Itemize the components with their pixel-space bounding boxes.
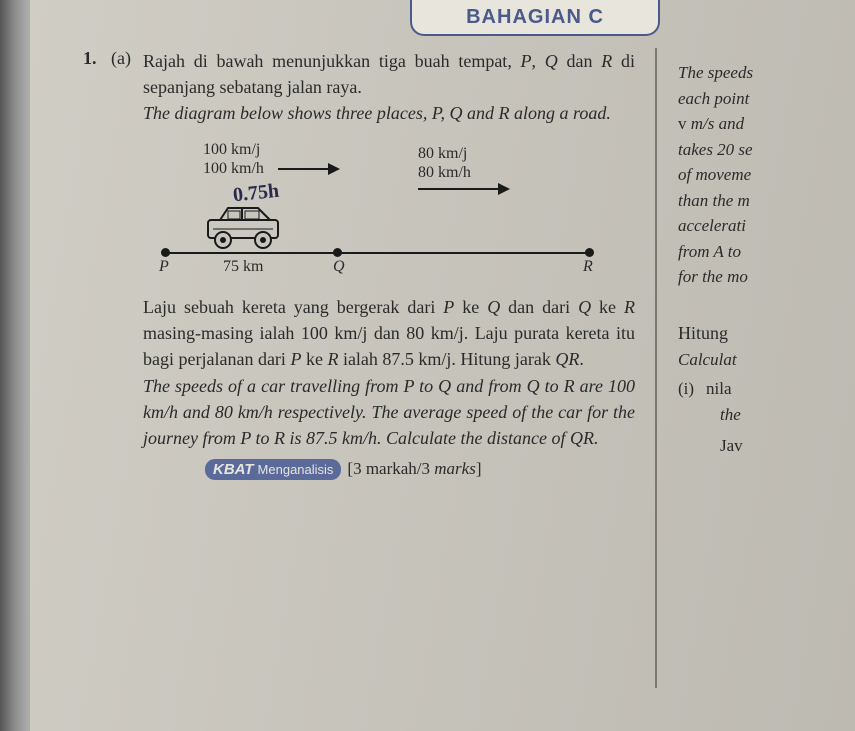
distance-pq: 75 km — [223, 258, 263, 276]
speed1-en: 100 km/h — [203, 159, 264, 178]
main-column: 1. (a) Rajah di bawah menunjukkan tiga b… — [85, 48, 635, 480]
rline: of moveme — [678, 162, 855, 188]
nila: nila — [706, 376, 732, 402]
arrow-1 — [278, 168, 338, 170]
the: the — [720, 402, 855, 428]
road-diagram: 100 km/j 100 km/h 80 km/j 80 km/h 0.75h — [143, 140, 603, 280]
point-q-dot — [333, 248, 342, 257]
label-r: R — [583, 258, 593, 276]
page: BAHAGIAN C 1. (a) Rajah di bawah menunju… — [30, 0, 855, 731]
question-text-en-2: The speeds of a car travelling from P to… — [143, 373, 635, 451]
rline: each point — [678, 86, 855, 112]
question-text-ms-1: Rajah di bawah menunjukkan tiga buah tem… — [143, 48, 635, 100]
sub-i: (i) — [678, 376, 694, 402]
rline: for the mo — [678, 264, 855, 290]
speed2-ms: 80 km/j — [418, 144, 471, 163]
rline: accelerati — [678, 213, 855, 239]
speed2-en: 80 km/h — [418, 163, 471, 182]
kbat-badge: KBAT Menganalisis — [205, 459, 341, 480]
arrow-2 — [418, 188, 508, 190]
right-cut-text: The speeds each point v m/s and takes 20… — [678, 60, 855, 290]
label-q: Q — [333, 258, 345, 276]
speed-label-1: 100 km/j 100 km/h — [203, 140, 264, 178]
right-column: The speeds each point v m/s and takes 20… — [678, 60, 855, 459]
point-r-dot — [585, 248, 594, 257]
column-divider — [655, 48, 657, 688]
point-p-dot — [161, 248, 170, 257]
rline: from A to — [678, 239, 855, 265]
kbat-label: KBAT — [213, 461, 254, 478]
speed1-ms: 100 km/j — [203, 140, 264, 159]
calculat: Calculat — [678, 347, 855, 373]
rline: The speeds — [678, 60, 855, 86]
jaw: Jav — [720, 433, 855, 459]
question-text-ms-2: Laju sebuah kereta yang bergerak dari P … — [143, 294, 635, 372]
label-p: P — [159, 258, 169, 276]
right-list: Hitung Calculat (i) nila the Jav — [678, 320, 855, 459]
kbat-row: KBAT Menganalisis [3 markah/3 marks] — [205, 459, 635, 480]
car-icon — [198, 202, 288, 250]
rline: takes 20 se — [678, 137, 855, 163]
rline: v m/s and — [678, 111, 855, 137]
sub-i-row: (i) nila — [678, 376, 855, 402]
rline: than the m — [678, 188, 855, 214]
section-header-tab: BAHAGIAN C — [410, 0, 660, 36]
marks-text: [3 markah/3 marks] — [347, 459, 481, 479]
speed-label-2: 80 km/j 80 km/h — [418, 144, 471, 182]
question-number: 1. — [83, 48, 97, 69]
kbat-sub: Menganalisis — [258, 462, 334, 477]
hitung: Hitung — [678, 320, 855, 347]
question-subpart: (a) — [111, 48, 131, 69]
question-text-en-1: The diagram below shows three places, P,… — [143, 100, 635, 126]
road-line — [163, 252, 593, 254]
